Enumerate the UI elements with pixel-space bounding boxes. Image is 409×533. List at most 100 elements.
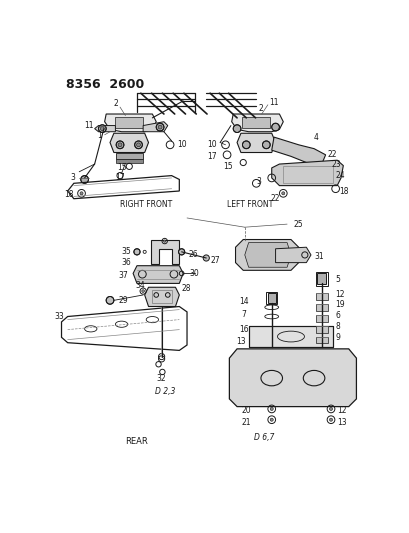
Text: 10: 10 — [177, 140, 186, 149]
Bar — [315, 272, 327, 286]
Text: 23: 23 — [330, 159, 340, 168]
Text: 4: 4 — [313, 133, 318, 142]
Text: 15: 15 — [223, 162, 233, 171]
Circle shape — [203, 255, 209, 261]
Text: 12: 12 — [335, 290, 344, 300]
Text: 27: 27 — [210, 256, 219, 265]
Text: 8: 8 — [335, 322, 339, 331]
Bar — [248, 326, 333, 348]
Text: 25: 25 — [292, 220, 302, 229]
Circle shape — [80, 192, 83, 195]
Text: 19: 19 — [335, 301, 344, 310]
Circle shape — [106, 296, 114, 304]
Text: 15: 15 — [117, 164, 126, 172]
Circle shape — [329, 407, 332, 410]
Circle shape — [158, 125, 162, 129]
Text: 18: 18 — [64, 190, 74, 199]
Bar — [267, 294, 275, 303]
Bar — [266, 292, 276, 304]
Circle shape — [242, 141, 249, 149]
Polygon shape — [229, 349, 355, 407]
Circle shape — [163, 240, 166, 242]
Circle shape — [178, 249, 184, 255]
Polygon shape — [115, 117, 143, 128]
Circle shape — [134, 249, 140, 255]
Text: 22: 22 — [270, 194, 280, 203]
Text: 8356  2600: 8356 2600 — [66, 78, 144, 91]
Text: 35: 35 — [121, 247, 131, 256]
Text: 18: 18 — [338, 187, 347, 196]
Text: 2: 2 — [258, 104, 263, 113]
Bar — [315, 304, 327, 311]
Bar — [315, 315, 327, 322]
Text: D 6,7: D 6,7 — [254, 433, 274, 442]
Text: 29: 29 — [118, 296, 128, 305]
Polygon shape — [275, 247, 310, 263]
Circle shape — [270, 407, 273, 410]
Circle shape — [262, 141, 270, 149]
Circle shape — [136, 143, 140, 147]
Bar — [152, 290, 172, 303]
Circle shape — [156, 123, 164, 131]
Circle shape — [118, 143, 121, 147]
Polygon shape — [271, 137, 325, 164]
Polygon shape — [231, 114, 283, 132]
Text: 7: 7 — [241, 310, 246, 319]
Circle shape — [116, 141, 124, 149]
Polygon shape — [151, 239, 179, 264]
Text: 6: 6 — [335, 311, 340, 320]
Text: 33: 33 — [54, 312, 64, 321]
Circle shape — [81, 175, 88, 183]
Polygon shape — [144, 287, 179, 306]
Text: 14: 14 — [238, 297, 248, 305]
Text: 21: 21 — [241, 417, 250, 426]
Bar — [315, 294, 327, 301]
Polygon shape — [242, 117, 270, 128]
Circle shape — [281, 192, 284, 195]
Bar — [248, 326, 333, 348]
Circle shape — [270, 418, 273, 421]
Text: 26: 26 — [188, 251, 198, 260]
Text: 2: 2 — [113, 100, 118, 109]
Text: 17: 17 — [115, 173, 125, 182]
Polygon shape — [110, 133, 148, 152]
Text: D 2,3: D 2,3 — [154, 387, 175, 395]
Bar — [116, 152, 143, 159]
Text: 36: 36 — [121, 258, 131, 267]
Text: LEFT FRONT: LEFT FRONT — [227, 200, 273, 209]
Polygon shape — [235, 239, 298, 270]
Text: 3: 3 — [256, 177, 261, 186]
Circle shape — [98, 125, 106, 133]
Bar — [116, 159, 143, 163]
Text: 3: 3 — [70, 173, 75, 182]
Text: 10: 10 — [207, 140, 216, 149]
Text: 13: 13 — [236, 337, 246, 346]
Text: REAR: REAR — [125, 437, 148, 446]
Text: 17: 17 — [207, 152, 216, 161]
Bar — [317, 273, 326, 284]
Text: 31: 31 — [313, 252, 323, 261]
Text: 12: 12 — [336, 406, 346, 415]
Bar — [315, 336, 327, 343]
Text: 5: 5 — [335, 275, 340, 284]
Polygon shape — [104, 114, 156, 132]
Text: 28: 28 — [181, 284, 191, 293]
Polygon shape — [143, 122, 167, 132]
Text: 11: 11 — [269, 98, 278, 107]
Polygon shape — [244, 243, 290, 267]
Circle shape — [142, 290, 144, 293]
Text: 34: 34 — [135, 281, 144, 290]
Text: RIGHT FRONT: RIGHT FRONT — [120, 199, 172, 208]
Polygon shape — [94, 126, 115, 132]
Polygon shape — [271, 160, 342, 185]
Circle shape — [329, 418, 332, 421]
Text: 37: 37 — [118, 271, 128, 280]
Circle shape — [100, 127, 104, 131]
Circle shape — [134, 141, 142, 149]
Text: 32: 32 — [156, 374, 166, 383]
Circle shape — [233, 125, 240, 133]
Polygon shape — [236, 133, 275, 152]
Text: 20: 20 — [241, 406, 250, 415]
Text: 1: 1 — [97, 131, 101, 140]
Polygon shape — [133, 265, 183, 284]
